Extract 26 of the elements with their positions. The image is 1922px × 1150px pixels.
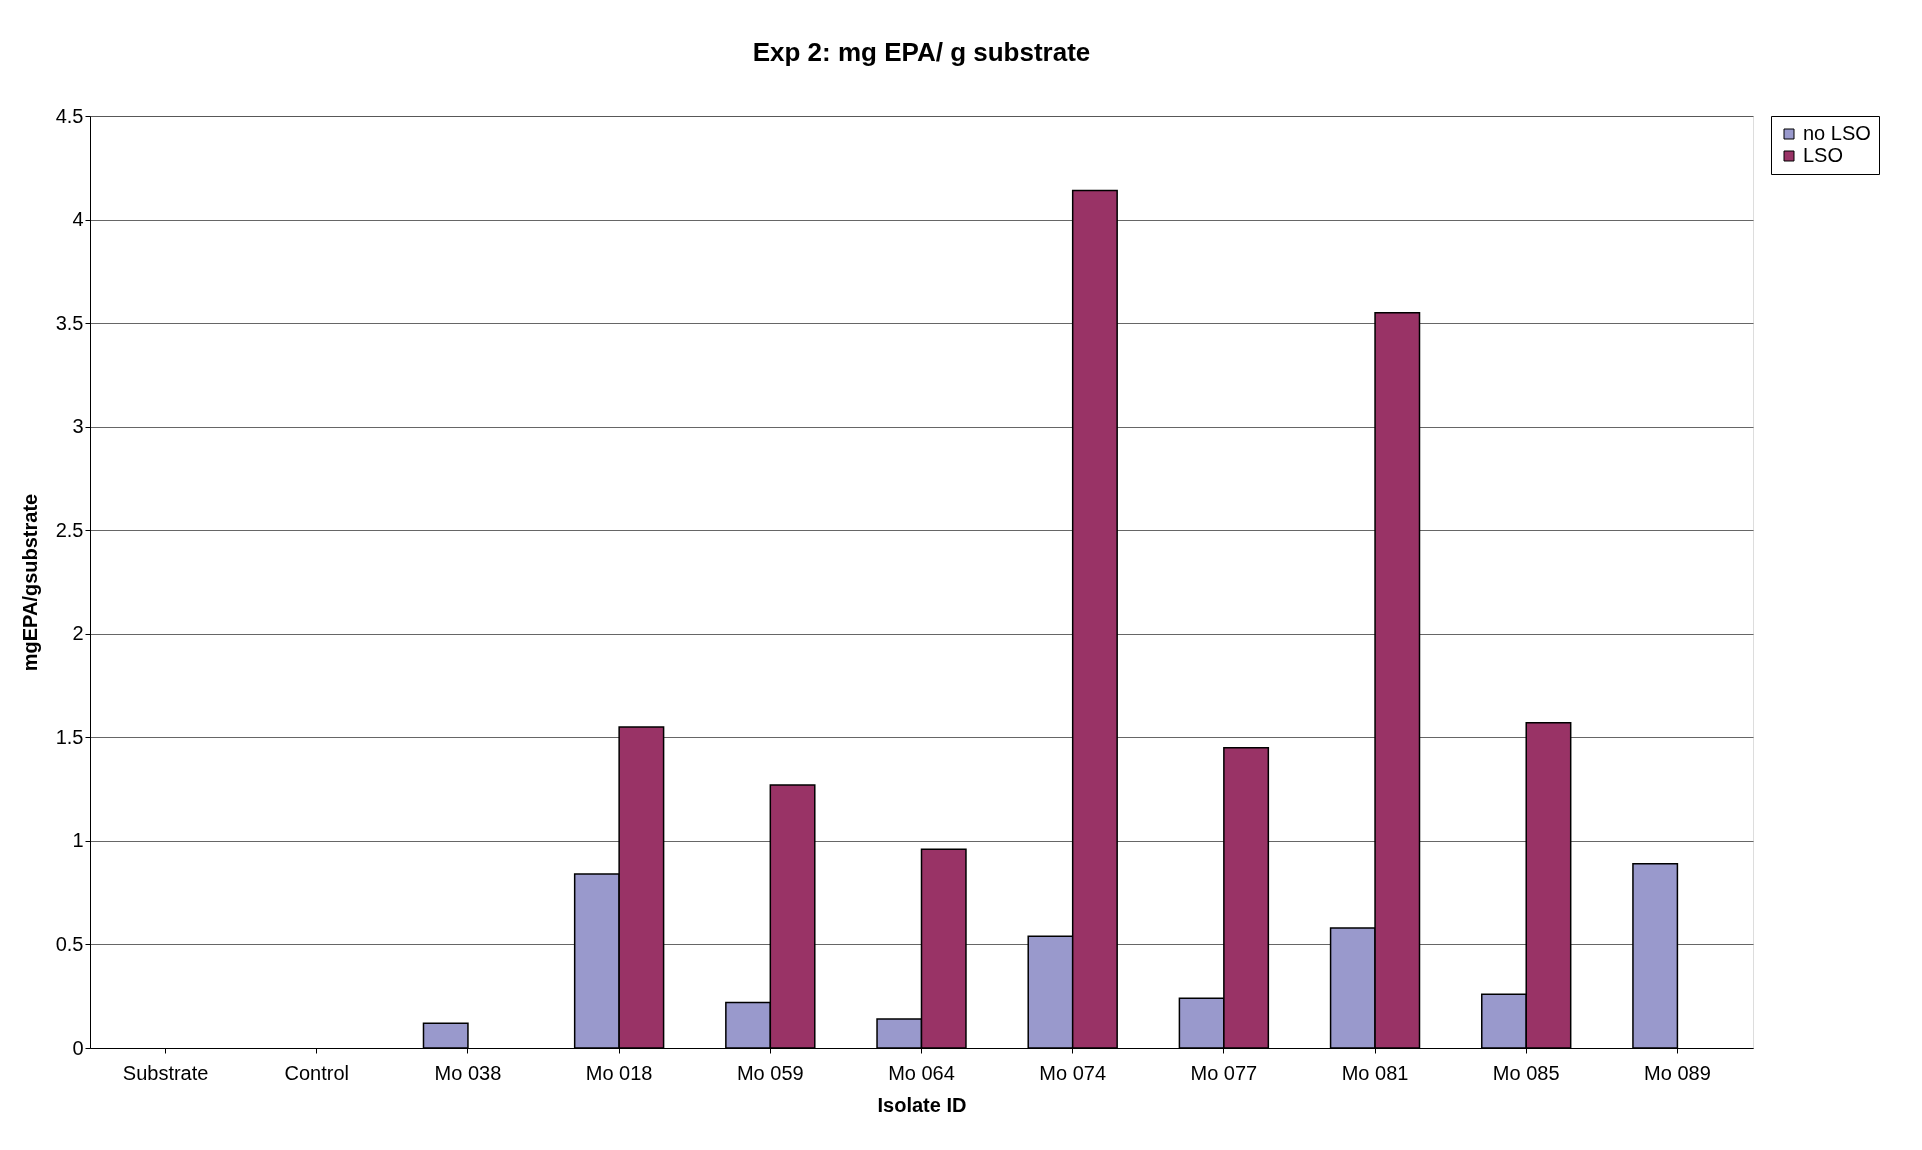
y-tick-label: 2 [72,622,84,645]
x-tick-label: Mo 038 [434,1061,502,1084]
y-tick-label: 0 [72,1036,84,1059]
y-tick-label: 3 [72,415,84,438]
x-tick-label: Mo 064 [888,1061,955,1084]
x-tick-label: Substrate [122,1061,209,1084]
y-tick-label: 3.5 [55,311,84,334]
y-tick-label: 0.5 [55,932,84,955]
x-tick-label: Mo 059 [736,1061,804,1084]
y-tick-label: 1 [72,829,84,852]
x-tick-label: Mo 089 [1644,1061,1711,1084]
x-tick-label: Mo 085 [1492,1061,1560,1084]
x-tick-label: Control [284,1061,350,1084]
x-axis-title: Isolate ID [877,1093,967,1116]
legend-label: LSO [1803,144,1844,166]
y-tick-label: 1.5 [55,725,84,748]
y-tick-label: 4.5 [55,104,84,127]
legend-label: no LSO [1803,122,1871,144]
x-tick-label: Mo 018 [585,1061,653,1084]
y-axis-title: mgEPA/gsubstrate [18,493,41,672]
chart-title: Exp 2: mg EPA/ g substrate [752,37,1091,67]
y-tick-label: 2.5 [55,518,84,541]
x-tick-label: Mo 081 [1341,1061,1409,1084]
x-tick-label: Mo 077 [1190,1061,1258,1084]
y-tick-label: 4 [72,208,84,231]
x-tick-label: Mo 074 [1039,1061,1107,1084]
